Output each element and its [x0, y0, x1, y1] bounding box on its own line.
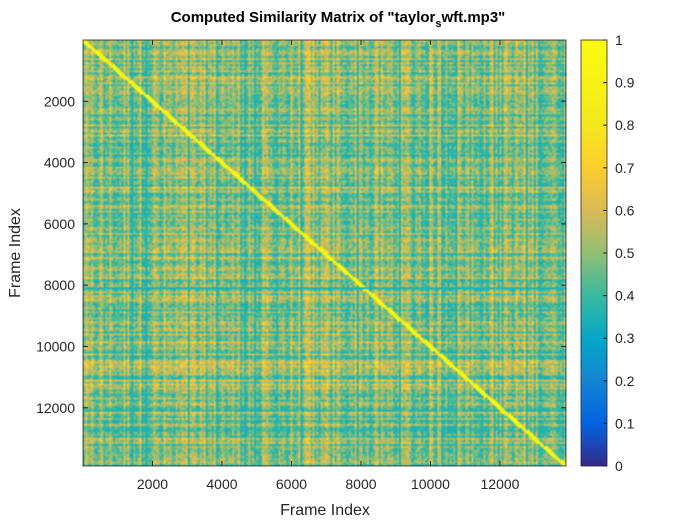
colorbar-tick-label: 0.9 — [615, 75, 635, 91]
y-tick-label: 8000 — [44, 277, 75, 293]
x-tick-label: 2000 — [137, 476, 168, 492]
colorbar-tick-label: 0 — [615, 458, 623, 474]
y-tick-label: 4000 — [44, 155, 75, 171]
y-axis-ticks: 2000 4000 6000 8000 10000 12000 — [36, 93, 566, 416]
chart-title: Computed Similarity Matrix of "taylorswf… — [171, 9, 506, 30]
y-tick-label: 2000 — [44, 93, 75, 109]
colorbar-tick-label: 0.6 — [615, 202, 635, 218]
x-axis-ticks: 2000 4000 6000 8000 10000 12000 — [137, 40, 520, 492]
plot-frame — [82, 39, 567, 467]
heatmap-plot-area: 2000 4000 6000 8000 10000 12000 2000 4000 6000 8… — [36, 39, 567, 492]
x-tick-label: 4000 — [206, 476, 237, 492]
colorbar-tick-label: 0.8 — [615, 117, 635, 133]
colorbar-tick-label: 0.7 — [615, 160, 635, 176]
colorbar-tick-label: 0.5 — [615, 245, 635, 261]
x-tick-label: 6000 — [276, 476, 307, 492]
chart-title-subscript: s — [435, 18, 441, 30]
y-tick-label: 6000 — [44, 216, 75, 232]
colorbar-tick-label: 0.1 — [615, 415, 635, 431]
heatmap-image — [83, 40, 566, 466]
colorbar-ticks: 0 0.1 0.2 0.3 0.4 0.5 0.6 0.7 0.8 0.9 1 — [603, 32, 635, 474]
x-tick-label: 12000 — [481, 476, 520, 492]
chart-title-suffix: wft.mp3" — [441, 9, 506, 26]
colorbar-tick-label: 0.2 — [615, 373, 635, 389]
y-tick-label: 12000 — [36, 400, 75, 416]
x-axis-label: Frame Index — [280, 502, 370, 519]
colorbar-tick-label: 0.3 — [615, 330, 635, 346]
colorbar-gradient — [580, 39, 608, 467]
colorbar-tick-label: 0.4 — [615, 288, 635, 304]
y-axis-label: Frame Index — [7, 208, 24, 298]
colorbar-tick-label: 1 — [615, 32, 623, 48]
y-tick-label: 10000 — [36, 338, 75, 354]
x-tick-label: 8000 — [345, 476, 376, 492]
colorbar: 0 0.1 0.2 0.3 0.4 0.5 0.6 0.7 0.8 0.9 1 — [580, 32, 635, 474]
x-tick-label: 10000 — [411, 476, 450, 492]
